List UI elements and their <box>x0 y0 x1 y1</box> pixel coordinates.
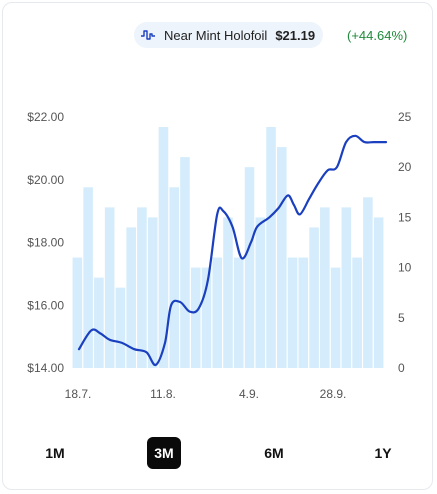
volume-bar <box>223 217 233 368</box>
volume-bar <box>309 227 319 368</box>
volume-bar <box>277 147 287 368</box>
volume-bar <box>158 127 169 368</box>
volume-bar <box>287 257 298 368</box>
y-left-tick-label: $18.00 <box>27 236 64 250</box>
y-right-tick-label: 20 <box>398 160 412 174</box>
volume-bar <box>320 207 330 368</box>
legend-series-name: Near Mint Holofoil <box>164 27 268 43</box>
y-left-tick-label: $22.00 <box>27 110 64 124</box>
y-left-tick-label: $20.00 <box>27 173 64 187</box>
range-1y-button[interactable]: 1Y <box>366 437 400 469</box>
line-chart-icon <box>141 30 155 40</box>
y-right-tick-label: 15 <box>398 210 412 224</box>
volume-bar <box>180 157 190 368</box>
volume-bar <box>212 257 223 368</box>
volume-bar <box>266 127 276 368</box>
volume-bar <box>255 217 266 368</box>
legend-change: (+44.64%) <box>347 28 408 43</box>
y-right-tick-label: 25 <box>398 110 412 124</box>
volume-bar <box>373 217 384 368</box>
x-tick-label: 18.7. <box>65 387 92 401</box>
volume-bar <box>126 227 136 368</box>
y-right-tick-label: 5 <box>398 311 405 325</box>
volume-bar <box>190 267 201 368</box>
x-tick-label: 28.9. <box>320 387 347 401</box>
range-1m-button[interactable]: 1M <box>38 437 72 469</box>
legend-price: $21.19 <box>275 27 316 43</box>
x-tick-label: 4.9. <box>239 387 259 401</box>
volume-bar <box>104 207 115 368</box>
price-chart-card <box>2 2 433 490</box>
volume-bar <box>147 217 158 368</box>
legend-item[interactable]: Near Mint Holofoil $21.19 <box>134 22 324 48</box>
volume-bar <box>137 207 147 368</box>
volume-bar <box>201 267 212 368</box>
y-left-tick-label: $14.00 <box>27 361 64 375</box>
volume-bar <box>94 277 104 368</box>
volume-bar <box>72 257 83 368</box>
volume-bar <box>115 287 126 368</box>
volume-bar <box>363 197 373 368</box>
volume-bar <box>298 257 309 368</box>
volume-bar <box>330 267 341 368</box>
volume-bar <box>352 257 362 368</box>
volume-bar <box>169 187 179 368</box>
range-6m-button[interactable]: 6M <box>257 437 291 469</box>
volume-bar <box>244 167 255 368</box>
volume-bar <box>233 257 244 368</box>
y-left-tick-label: $16.00 <box>27 298 64 312</box>
volume-bar <box>83 187 93 368</box>
y-right-tick-label: 0 <box>398 361 405 375</box>
volume-bar <box>341 207 352 368</box>
range-3m-button[interactable]: 3M <box>147 437 181 469</box>
price-line <box>77 134 388 367</box>
y-right-tick-label: 10 <box>398 261 412 275</box>
x-tick-label: 11.8. <box>150 387 176 401</box>
